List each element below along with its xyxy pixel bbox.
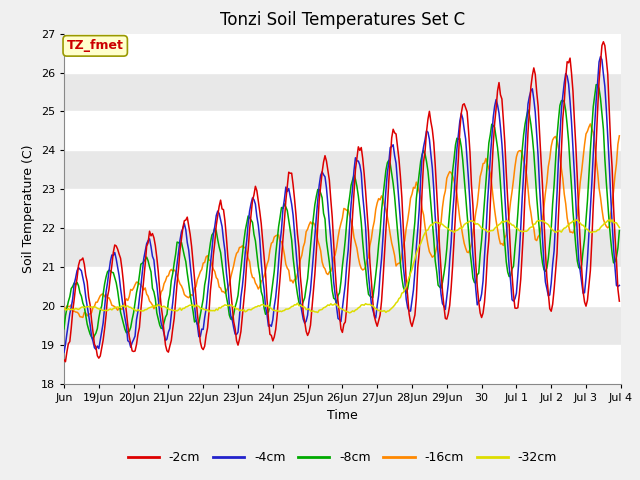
X-axis label: Time: Time	[327, 408, 358, 421]
Bar	[64, 72, 621, 111]
Bar	[64, 306, 621, 345]
Y-axis label: Soil Temperature (C): Soil Temperature (C)	[22, 144, 35, 273]
Legend: -2cm, -4cm, -8cm, -16cm, -32cm: -2cm, -4cm, -8cm, -16cm, -32cm	[123, 446, 562, 469]
Title: Tonzi Soil Temperatures Set C: Tonzi Soil Temperatures Set C	[220, 11, 465, 29]
Bar	[64, 34, 621, 72]
Bar	[64, 150, 621, 189]
Text: TZ_fmet: TZ_fmet	[67, 39, 124, 52]
Bar	[64, 267, 621, 306]
Bar	[64, 111, 621, 150]
Bar	[64, 345, 621, 384]
Bar	[64, 189, 621, 228]
Bar	[64, 228, 621, 267]
